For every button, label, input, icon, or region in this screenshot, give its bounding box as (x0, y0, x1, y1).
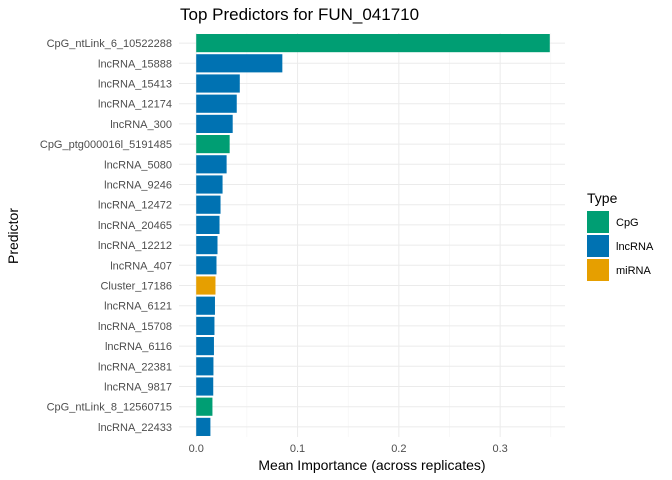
y-tick-label: lncRNA_9246 (104, 180, 172, 192)
bar-lncRNA_9246 (196, 175, 223, 194)
y-tick-label: lncRNA_300 (110, 119, 172, 131)
y-tick-labels: CpG_ntLink_6_10522288 lncRNA_15888 lncRNA_… (40, 38, 172, 434)
legend-title: Type (587, 190, 618, 206)
legend-key-miRNA (587, 259, 609, 281)
x-axis-title: Mean Importance (across replicates) (258, 457, 485, 473)
legend-label: miRNA (616, 265, 651, 277)
y-tick-label: lncRNA_12212 (98, 240, 172, 252)
bar-CpG_ntLink_8_12560715 (196, 397, 213, 416)
bar-lncRNA_407 (196, 256, 217, 275)
bar-lncRNA_300 (196, 114, 233, 133)
bars (196, 34, 550, 436)
bar-lncRNA_22381 (196, 357, 214, 376)
legend-label: lncRNA (616, 241, 654, 253)
y-tick-label: lncRNA_15708 (98, 321, 172, 333)
y-tick-label: lncRNA_9817 (104, 382, 172, 394)
y-tick-label: CpG_ntLink_6_10522288 (47, 38, 172, 50)
y-tick-label: lncRNA_15413 (98, 79, 172, 91)
y-tick-label: lncRNA_5080 (104, 159, 172, 171)
y-axis-title: Predictor (5, 208, 21, 264)
y-tick-label: lncRNA_6121 (104, 301, 172, 313)
x-tick-label: 0.0 (189, 443, 204, 455)
y-tick-label: CpG_ptg000016l_5191485 (40, 139, 172, 151)
y-tick-label: CpG_ntLink_8_12560715 (47, 402, 172, 414)
y-tick-label: Cluster_17186 (100, 281, 172, 293)
bar-lncRNA_12174 (196, 94, 237, 113)
bar-lncRNA_15708 (196, 316, 215, 335)
legend: Type CpG lncRNA miRNA (587, 190, 654, 281)
bar-lncRNA_22433 (196, 417, 211, 436)
x-tick-label: 0.3 (493, 443, 508, 455)
legend-key-CpG (587, 211, 609, 233)
legend-label: CpG (616, 217, 639, 229)
x-tick-labels: 0.0 0.1 0.2 0.3 (189, 443, 508, 455)
grid (179, 33, 565, 437)
legend-key-lncRNA (587, 235, 609, 257)
bar-lncRNA_20465 (196, 215, 220, 234)
bar-Cluster_17186 (196, 276, 216, 295)
bar-lncRNA_6116 (196, 337, 214, 356)
y-tick-label: lncRNA_22433 (98, 422, 172, 434)
bar-lncRNA_12472 (196, 195, 221, 214)
y-tick-label: lncRNA_12472 (98, 200, 172, 212)
y-tick-label: lncRNA_15888 (98, 58, 172, 70)
x-tick-label: 0.1 (290, 443, 305, 455)
y-tick-label: lncRNA_12174 (98, 99, 172, 111)
bar-CpG_ntLink_6_10522288 (196, 34, 550, 53)
y-tick-label: lncRNA_407 (110, 260, 172, 272)
x-tick-label: 0.2 (391, 443, 406, 455)
bar-lncRNA_15413 (196, 74, 240, 93)
chart-title: Top Predictors for FUN_041710 (180, 5, 419, 24)
bar-lncRNA_5080 (196, 155, 227, 174)
bar-lncRNA_12212 (196, 236, 218, 255)
bar-lncRNA_15888 (196, 54, 283, 73)
bar-lncRNA_9817 (196, 377, 214, 396)
y-tick-label: lncRNA_22381 (98, 361, 172, 373)
y-tick-label: lncRNA_20465 (98, 220, 172, 232)
bar-CpG_ptg000016l_5191485 (196, 135, 230, 154)
y-tick-label: lncRNA_6116 (105, 341, 172, 353)
bar-lncRNA_6121 (196, 296, 215, 315)
